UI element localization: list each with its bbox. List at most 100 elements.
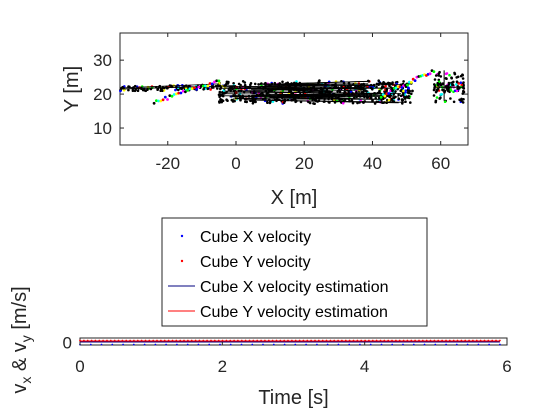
legend-box: [161, 217, 428, 327]
top-x-tick-label: 0: [231, 154, 240, 173]
y-label-part: x: [18, 377, 34, 384]
legend-label: Cube X velocity estimation: [200, 279, 389, 296]
position-point: [378, 81, 382, 85]
top-x-tick-label: 20: [295, 154, 314, 173]
trajectory-line: [275, 84, 375, 87]
position-point: [225, 98, 228, 101]
trail-point: [428, 72, 432, 76]
position-point: [459, 74, 463, 78]
top-x-tick-label: 40: [363, 154, 382, 173]
bottom-y-tick-label: 0: [63, 334, 72, 353]
position-point: [340, 85, 343, 88]
position-point: [349, 90, 353, 94]
position-point: [119, 89, 122, 93]
position-point: [206, 87, 210, 91]
trail-point: [201, 84, 205, 88]
position-point: [444, 77, 448, 80]
position-point: [295, 80, 298, 83]
y-label-part: [m/s]: [9, 286, 31, 335]
velocity-point: [423, 343, 426, 346]
top-y-axis-label: Y [m]: [61, 66, 83, 112]
position-point: [341, 101, 345, 105]
trail-point: [175, 92, 178, 96]
legend-dot-marker: [180, 234, 184, 238]
position-point: [437, 84, 440, 87]
velocity-point: [391, 343, 394, 346]
trail-point: [217, 79, 221, 83]
bottom-x-tick-label: 6: [502, 357, 511, 376]
velocity-point: [337, 343, 340, 346]
position-point: [460, 99, 463, 103]
velocity-point: [326, 343, 329, 346]
position-point: [452, 100, 456, 104]
top-x-tick-label: -20: [155, 154, 180, 173]
velocity-point: [197, 343, 200, 346]
trail-point: [181, 89, 185, 93]
velocity-point: [229, 343, 232, 346]
velocity-point: [499, 343, 501, 346]
position-point: [399, 94, 403, 97]
trail-point: [188, 87, 192, 91]
position-point: [399, 89, 403, 93]
position-point: [407, 95, 411, 98]
trail-point: [157, 99, 161, 103]
position-point: [444, 72, 448, 76]
position-point: [453, 72, 457, 76]
position-point: [449, 89, 453, 92]
position-point: [133, 89, 137, 93]
position-point: [433, 78, 437, 81]
top-y-tick-label: 20: [93, 85, 112, 104]
trail-point: [432, 70, 436, 73]
velocity-point: [208, 343, 211, 346]
trail-point: [215, 79, 219, 83]
position-point: [382, 81, 385, 84]
position-point: [387, 82, 391, 85]
position-point: [160, 89, 164, 92]
trail-point: [166, 98, 169, 101]
position-point: [253, 82, 257, 86]
position-point: [401, 102, 404, 105]
position-point: [218, 90, 222, 94]
position-point: [156, 88, 159, 91]
position-point: [271, 100, 275, 103]
position-point: [409, 101, 412, 104]
top-y-tick-label: 10: [93, 119, 112, 138]
velocity-point: [294, 343, 297, 346]
position-point: [404, 89, 407, 92]
position-point: [448, 73, 451, 77]
trajectory-line: [251, 93, 402, 96]
position-points: [119, 69, 466, 105]
trail-point: [206, 84, 210, 88]
position-point: [439, 75, 443, 78]
trail-point: [195, 87, 199, 91]
top-x-tick-label: 60: [431, 154, 450, 173]
trail-point: [161, 98, 165, 102]
trajectory-line: [237, 88, 333, 93]
position-point: [136, 89, 140, 92]
trail-point: [172, 93, 176, 96]
trajectory-line: [224, 91, 393, 94]
position-point: [402, 80, 405, 83]
position-point: [384, 85, 387, 88]
velocity-point: [283, 343, 286, 346]
position-point: [407, 86, 410, 90]
trail-point: [199, 84, 203, 88]
trail-point: [152, 101, 156, 105]
position-point: [434, 100, 438, 104]
velocity-point: [445, 343, 447, 346]
position-point: [459, 81, 463, 84]
position-point: [411, 89, 414, 93]
position-point: [460, 83, 464, 87]
velocity-plot: 0 2 4 6 0 Time [s] vx & vy [m/s]: [9, 286, 512, 409]
velocity-point: [402, 343, 404, 346]
position-point: [441, 88, 444, 92]
trail-point: [190, 87, 194, 90]
top-x-axis-label: X [m]: [271, 187, 318, 209]
trail-point: [381, 93, 385, 96]
position-point: [387, 98, 391, 102]
position-point: [455, 83, 458, 86]
position-point: [266, 101, 269, 104]
y-label-part: & v: [9, 342, 31, 376]
trail-point: [193, 86, 196, 90]
